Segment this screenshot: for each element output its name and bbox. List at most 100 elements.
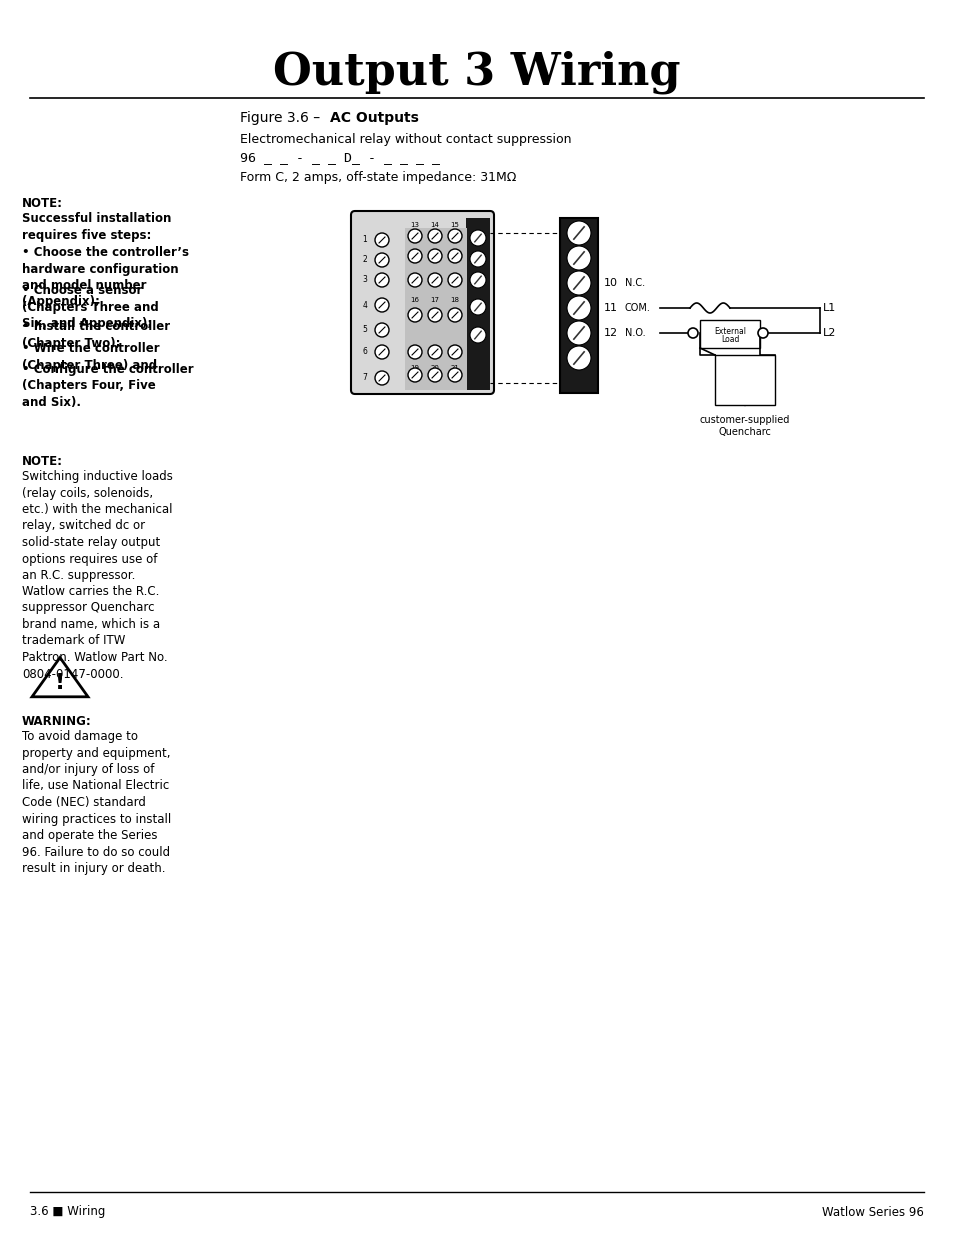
Text: 10: 10 xyxy=(474,278,481,283)
Circle shape xyxy=(566,270,590,295)
Text: 2: 2 xyxy=(362,256,367,264)
Circle shape xyxy=(428,345,441,359)
Circle shape xyxy=(428,368,441,382)
Bar xyxy=(559,219,598,393)
Text: Form C, 2 amps, off-state impedance: 31MΩ: Form C, 2 amps, off-state impedance: 31M… xyxy=(240,170,516,184)
Text: 4: 4 xyxy=(362,300,367,310)
Text: N.C.: N.C. xyxy=(624,278,644,288)
Text: 14: 14 xyxy=(430,222,439,228)
Text: 3.6 ■ Wiring: 3.6 ■ Wiring xyxy=(30,1205,105,1219)
Text: 96 _ _ - _ _ D_ - _ _ _ _: 96 _ _ - _ _ D_ - _ _ _ _ xyxy=(240,152,439,164)
Circle shape xyxy=(566,346,590,370)
Circle shape xyxy=(448,368,461,382)
Circle shape xyxy=(448,273,461,287)
Circle shape xyxy=(408,368,421,382)
Circle shape xyxy=(470,299,485,315)
Circle shape xyxy=(408,308,421,322)
Circle shape xyxy=(428,228,441,243)
Text: Watlow carries the R.C.
suppressor Quencharc
brand name, which is a
trademark of: Watlow carries the R.C. suppressor Quenc… xyxy=(22,585,168,680)
Circle shape xyxy=(687,329,698,338)
Text: 13: 13 xyxy=(410,222,419,228)
Bar xyxy=(465,219,490,390)
FancyBboxPatch shape xyxy=(351,211,494,394)
Text: N.O.: N.O. xyxy=(624,329,645,338)
Circle shape xyxy=(375,370,389,385)
Text: Successful installation
requires five steps:: Successful installation requires five st… xyxy=(22,212,172,242)
Circle shape xyxy=(375,233,389,247)
Text: 15: 15 xyxy=(450,222,459,228)
Circle shape xyxy=(448,228,461,243)
Text: 21: 21 xyxy=(450,366,459,370)
Circle shape xyxy=(408,249,421,263)
Circle shape xyxy=(375,273,389,287)
Circle shape xyxy=(470,230,485,246)
Text: • Choose a sensor
(Chapters Three and
Six, and Appendix);: • Choose a sensor (Chapters Three and Si… xyxy=(22,284,158,330)
Circle shape xyxy=(375,298,389,312)
Bar xyxy=(714,354,774,405)
Text: AC Outputs: AC Outputs xyxy=(330,111,418,125)
Circle shape xyxy=(375,253,389,267)
Text: Watlow Series 96: Watlow Series 96 xyxy=(821,1205,923,1219)
Circle shape xyxy=(448,249,461,263)
Text: 8: 8 xyxy=(476,236,479,241)
Bar xyxy=(405,342,467,390)
Text: 9: 9 xyxy=(476,257,479,262)
Bar xyxy=(405,228,467,291)
Bar xyxy=(405,291,467,342)
Text: Quencharc: Quencharc xyxy=(718,427,771,437)
Text: Output 3 Wiring: Output 3 Wiring xyxy=(273,51,680,94)
Text: Switching inductive loads
(relay coils, solenoids,
etc.) with the mechanical
rel: Switching inductive loads (relay coils, … xyxy=(22,471,172,582)
Circle shape xyxy=(448,345,461,359)
Bar xyxy=(700,320,760,348)
Circle shape xyxy=(408,345,421,359)
Text: Load: Load xyxy=(720,335,739,343)
Text: NOTE:: NOTE: xyxy=(22,454,63,468)
Circle shape xyxy=(758,329,767,338)
Circle shape xyxy=(448,308,461,322)
Text: !: ! xyxy=(55,673,65,693)
Text: 10: 10 xyxy=(603,278,618,288)
Circle shape xyxy=(566,221,590,245)
Circle shape xyxy=(375,345,389,359)
Text: • Choose the controller’s
hardware configuration
and model number
(Appendix);: • Choose the controller’s hardware confi… xyxy=(22,246,189,309)
Text: 6: 6 xyxy=(362,347,367,357)
Circle shape xyxy=(470,251,485,267)
Circle shape xyxy=(428,249,441,263)
Text: 3: 3 xyxy=(362,275,367,284)
Text: • Install the controller
(Chapter Two);: • Install the controller (Chapter Two); xyxy=(22,320,170,350)
Text: COM.: COM. xyxy=(624,303,650,312)
Text: Electromechanical relay without contact suppression: Electromechanical relay without contact … xyxy=(240,133,571,147)
Text: NOTE:: NOTE: xyxy=(22,198,63,210)
Circle shape xyxy=(375,324,389,337)
Circle shape xyxy=(408,273,421,287)
Text: 12: 12 xyxy=(603,329,618,338)
Text: L2: L2 xyxy=(822,329,836,338)
Circle shape xyxy=(428,273,441,287)
Text: 17: 17 xyxy=(430,296,439,303)
Text: To avoid damage to
property and equipment,
and/or injury of loss of
life, use Na: To avoid damage to property and equipmen… xyxy=(22,730,172,876)
Circle shape xyxy=(428,308,441,322)
Text: External: External xyxy=(713,327,745,336)
Text: • Wire the controller
(Chapter Three) and: • Wire the controller (Chapter Three) an… xyxy=(22,342,159,372)
Text: 7: 7 xyxy=(362,373,367,383)
Text: 19: 19 xyxy=(410,366,419,370)
Text: 16: 16 xyxy=(410,296,419,303)
Circle shape xyxy=(566,296,590,320)
Text: customer-supplied: customer-supplied xyxy=(700,415,789,425)
Text: L1: L1 xyxy=(822,303,836,312)
Text: 1: 1 xyxy=(362,236,367,245)
Text: 12: 12 xyxy=(474,332,481,337)
Text: 20: 20 xyxy=(430,366,439,370)
Circle shape xyxy=(470,327,485,343)
Text: WARNING:: WARNING: xyxy=(22,715,91,727)
Circle shape xyxy=(470,272,485,288)
Text: Figure 3.6 –: Figure 3.6 – xyxy=(240,111,324,125)
Text: • Configure the controller
(Chapters Four, Five
and Six).: • Configure the controller (Chapters Fou… xyxy=(22,363,193,409)
Circle shape xyxy=(566,246,590,270)
Text: 18: 18 xyxy=(450,296,459,303)
Circle shape xyxy=(566,321,590,345)
Text: 11: 11 xyxy=(474,305,481,310)
Text: 11: 11 xyxy=(603,303,618,312)
Circle shape xyxy=(408,228,421,243)
Text: 5: 5 xyxy=(362,326,367,335)
